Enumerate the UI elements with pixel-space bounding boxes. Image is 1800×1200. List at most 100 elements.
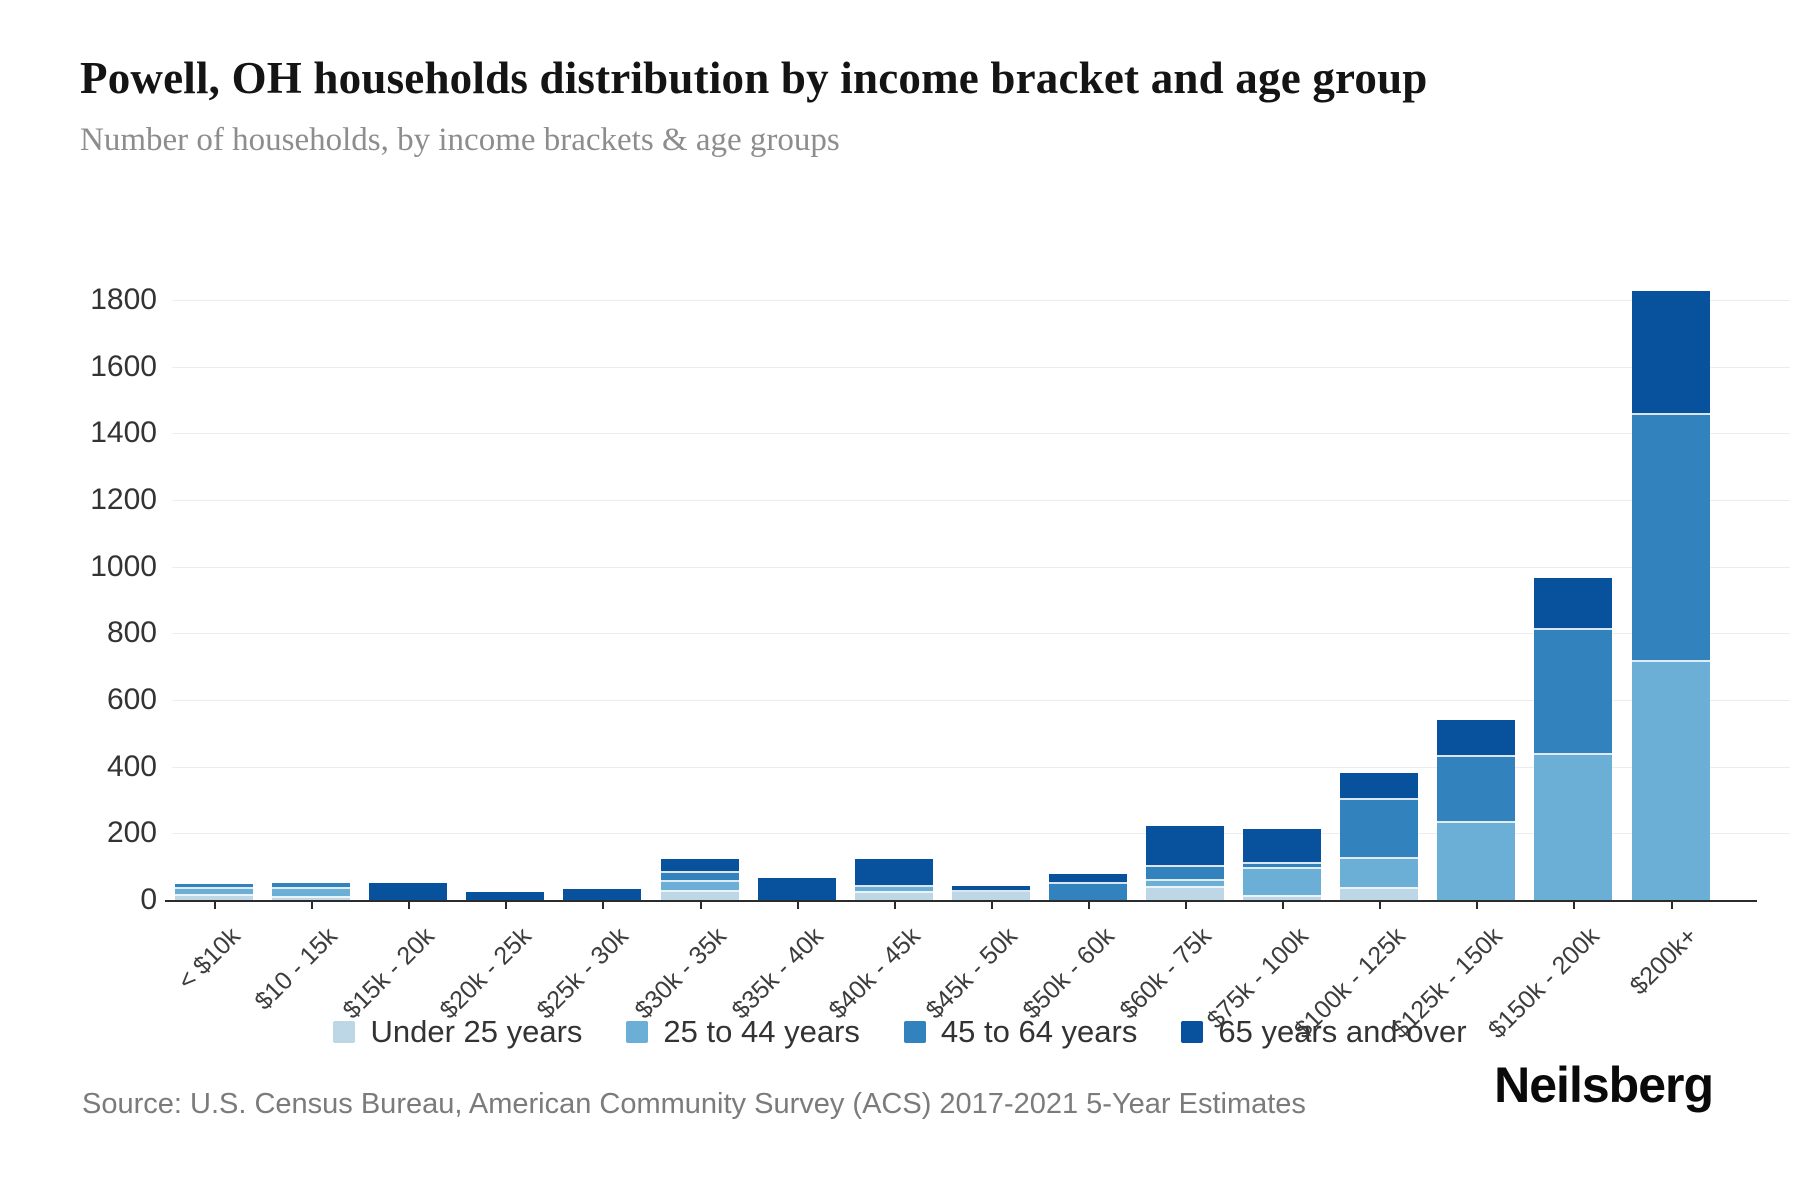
bar-segment: [1631, 661, 1710, 900]
bar: [660, 859, 739, 900]
plot-area: [165, 285, 1790, 902]
gridline: [172, 633, 1790, 635]
bar-segment: [1243, 864, 1322, 870]
bar-segment: [1437, 757, 1516, 824]
gridline: [172, 700, 1790, 701]
x-axis-label: $10 - 15k: [249, 922, 343, 1016]
y-axis-tick-label: 800: [106, 616, 157, 650]
bar: [1048, 874, 1127, 900]
bar-segment: [1146, 867, 1224, 882]
x-axis-tick: [505, 901, 508, 909]
x-axis-label: $60k - 75k: [1114, 922, 1217, 1025]
x-axis-label: $30k - 35k: [628, 922, 732, 1025]
legend-item: 65 years and over: [1181, 1014, 1467, 1050]
bar-segment: [272, 889, 351, 898]
bar-segment: [1631, 291, 1710, 415]
bar-segment: [1340, 800, 1419, 859]
bar-segment: [660, 873, 739, 883]
y-axis-tick-label: 1200: [90, 483, 157, 516]
legend-label: 65 years and over: [1218, 1014, 1467, 1049]
bar-segment: [1340, 858, 1419, 889]
legend-swatch: [626, 1021, 649, 1043]
bar: [466, 891, 545, 900]
x-axis-tick: [1670, 901, 1673, 909]
bar-segment: [757, 878, 836, 900]
bar: [854, 858, 933, 900]
bar-segment: [175, 889, 253, 896]
bar-segment: [1340, 889, 1419, 900]
bar-segment: [1534, 577, 1613, 630]
bar: [272, 883, 351, 900]
y-axis-tick-label: 1400: [90, 416, 157, 450]
bar: [1437, 720, 1516, 900]
x-axis-tick: [1282, 901, 1285, 909]
bar: [1243, 829, 1322, 900]
x-axis-label: $20k - 25k: [434, 922, 538, 1025]
bar-segment: [1146, 888, 1224, 900]
legend-item: 25 to 44 years: [626, 1014, 860, 1050]
y-axis-tick-label: 1000: [90, 549, 157, 583]
legend-swatch: [1181, 1021, 1204, 1043]
x-axis-label: $35k - 40k: [726, 922, 829, 1025]
bar: [951, 886, 1030, 900]
y-axis-tick-label: 1800: [90, 283, 157, 316]
bar-segment: [1048, 874, 1127, 885]
x-axis-tick: [1573, 901, 1576, 909]
bar-segment: [1243, 869, 1322, 897]
x-axis-tick: [311, 901, 314, 909]
chart-subtitle: Number of households, by income brackets…: [80, 122, 840, 158]
gridline: [172, 566, 1790, 568]
y-axis-tick-label: 400: [106, 749, 157, 783]
x-axis-tick: [1379, 901, 1382, 909]
x-axis-label: $25k - 30k: [531, 922, 635, 1025]
bar-segment: [1631, 414, 1710, 662]
x-axis-tick: [1476, 901, 1479, 909]
bar: [1146, 825, 1224, 900]
bar-segment: [1437, 720, 1516, 758]
legend-label: Under 25 years: [370, 1014, 583, 1049]
source-text: Source: U.S. Census Bureau, American Com…: [82, 1088, 1306, 1120]
legend-item: 45 to 64 years: [903, 1014, 1137, 1050]
bar-segment: [175, 884, 253, 890]
bar-segment: [466, 891, 545, 900]
bar-segment: [660, 882, 739, 892]
bar-segment: [1534, 629, 1613, 755]
x-axis-label: < $10k: [172, 922, 246, 996]
bar-segment: [951, 892, 1030, 900]
x-axis-tick: [1087, 901, 1090, 909]
gridline: [172, 300, 1790, 301]
x-axis-label: $200k+: [1624, 922, 1703, 1001]
bar-segment: [272, 883, 351, 889]
bar: [1340, 773, 1419, 900]
legend-label: 25 to 44 years: [663, 1014, 860, 1049]
bar-segment: [660, 859, 739, 874]
y-axis-tick-label: 600: [106, 683, 157, 716]
gridline: [172, 833, 1790, 835]
bar-segment: [1243, 896, 1322, 900]
x-axis-label: $15k - 20k: [337, 922, 440, 1025]
x-axis-tick: [214, 901, 216, 909]
bar-segment: [1437, 823, 1516, 900]
bar-segment: [660, 891, 739, 900]
brand-logo: Neilsberg: [1494, 1057, 1714, 1113]
gridline: [172, 366, 1790, 368]
bar-segment: [369, 882, 448, 900]
x-axis-tick: [699, 901, 702, 909]
bar: [175, 884, 253, 900]
bar-segment: [1048, 884, 1127, 900]
x-axis-label: $40k - 45k: [823, 922, 926, 1025]
legend-item: Under 25 years: [333, 1014, 582, 1050]
bar-segment: [175, 896, 253, 900]
y-axis-tick-label: 200: [106, 816, 157, 850]
gridline: [172, 766, 1790, 768]
legend: Under 25 years 25 to 44 years 45 to 64 yea…: [0, 1014, 1800, 1050]
bar-segment: [1146, 825, 1224, 868]
chart-title: Powell, OH households distribution by in…: [80, 53, 1428, 103]
bar: [369, 882, 448, 900]
legend-swatch: [903, 1021, 926, 1043]
x-axis-tick: [893, 901, 896, 909]
x-axis-tick: [408, 901, 411, 909]
legend-swatch: [333, 1021, 356, 1043]
bar-segment: [1243, 829, 1322, 865]
x-axis-tick: [602, 901, 605, 909]
